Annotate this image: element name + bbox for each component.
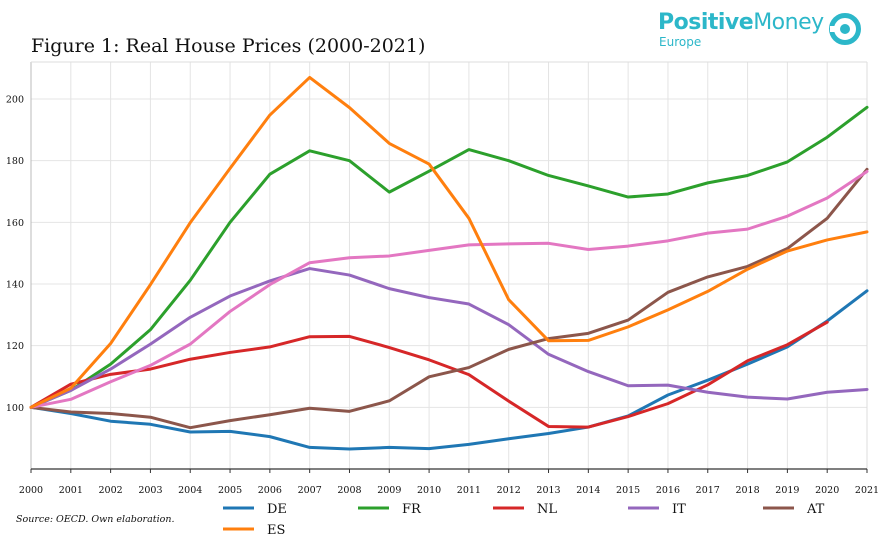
chart-grid bbox=[30, 62, 868, 469]
x-tick-label: 2006 bbox=[258, 485, 282, 496]
x-axis-ticks: 2000 2001 2002 2003 2004 2005 2006 2007 2008 2009… bbox=[19, 485, 879, 496]
logo-brand-light: Money bbox=[753, 10, 824, 35]
x-tick-label: 2019 bbox=[775, 485, 799, 496]
x-tick-label: 2003 bbox=[138, 485, 162, 496]
y-tick-label: 160 bbox=[6, 218, 24, 229]
series-line-be bbox=[29, 169, 869, 409]
x-tick-label: 2012 bbox=[497, 485, 521, 496]
y-axis-ticks: 100 120 140 160 180 200 bbox=[6, 95, 24, 414]
logo-brand-bold: Positive bbox=[658, 10, 754, 35]
y-tick-label: 100 bbox=[6, 403, 24, 414]
x-tick-label: 2018 bbox=[735, 485, 759, 496]
x-tick-label: 2008 bbox=[337, 485, 361, 496]
chart-title: Figure 1: Real House Prices (2000-2021) bbox=[31, 35, 426, 57]
x-tick-label: 2009 bbox=[377, 485, 401, 496]
series-line-at bbox=[29, 167, 869, 430]
series-line-de bbox=[29, 289, 869, 451]
x-tick-label: 2014 bbox=[576, 485, 600, 496]
series-line-it bbox=[29, 267, 869, 409]
chart-legend: DEFRNLITATBEES bbox=[223, 502, 825, 538]
x-tick-label: 2016 bbox=[656, 485, 680, 496]
legend-label-de: DE bbox=[267, 502, 287, 517]
x-tick-label: 2002 bbox=[99, 485, 123, 496]
x-tick-label: 2015 bbox=[616, 485, 640, 496]
y-tick-label: 180 bbox=[6, 156, 24, 167]
legend-label-es: ES bbox=[267, 523, 285, 538]
x-tick-label: 2007 bbox=[298, 485, 322, 496]
logo-wordmark: PositiveMoney bbox=[658, 10, 824, 35]
x-tick-label: 2004 bbox=[178, 485, 202, 496]
series-line-es bbox=[29, 75, 869, 409]
series-line-fr bbox=[29, 105, 869, 409]
legend-label-nl: NL bbox=[537, 502, 557, 517]
legend-label-fr: FR bbox=[402, 502, 422, 517]
x-tick-label: 2020 bbox=[815, 485, 839, 496]
x-tick-label: 2011 bbox=[457, 485, 481, 496]
y-tick-label: 120 bbox=[6, 341, 24, 352]
logo-circle-icon bbox=[829, 13, 861, 45]
source-note: Source: OECD. Own elaboration. bbox=[16, 514, 175, 525]
chart-series bbox=[29, 75, 869, 451]
x-tick-label: 2013 bbox=[536, 485, 560, 496]
x-tick-label: 2001 bbox=[59, 485, 83, 496]
x-tick-label: 2021 bbox=[855, 485, 879, 496]
y-tick-label: 200 bbox=[6, 95, 24, 106]
chart-axes bbox=[30, 61, 868, 473]
legend-label-it: IT bbox=[672, 502, 686, 517]
y-tick-label: 140 bbox=[6, 280, 24, 291]
positive-money-logo: PositiveMoney Europe bbox=[658, 10, 868, 54]
legend-label-at: AT bbox=[806, 502, 825, 517]
x-tick-label: 2010 bbox=[417, 485, 441, 496]
x-tick-label: 2017 bbox=[696, 485, 720, 496]
logo-subtitle: Europe bbox=[659, 35, 702, 49]
x-tick-label: 2005 bbox=[218, 485, 242, 496]
x-tick-label: 2000 bbox=[19, 485, 43, 496]
